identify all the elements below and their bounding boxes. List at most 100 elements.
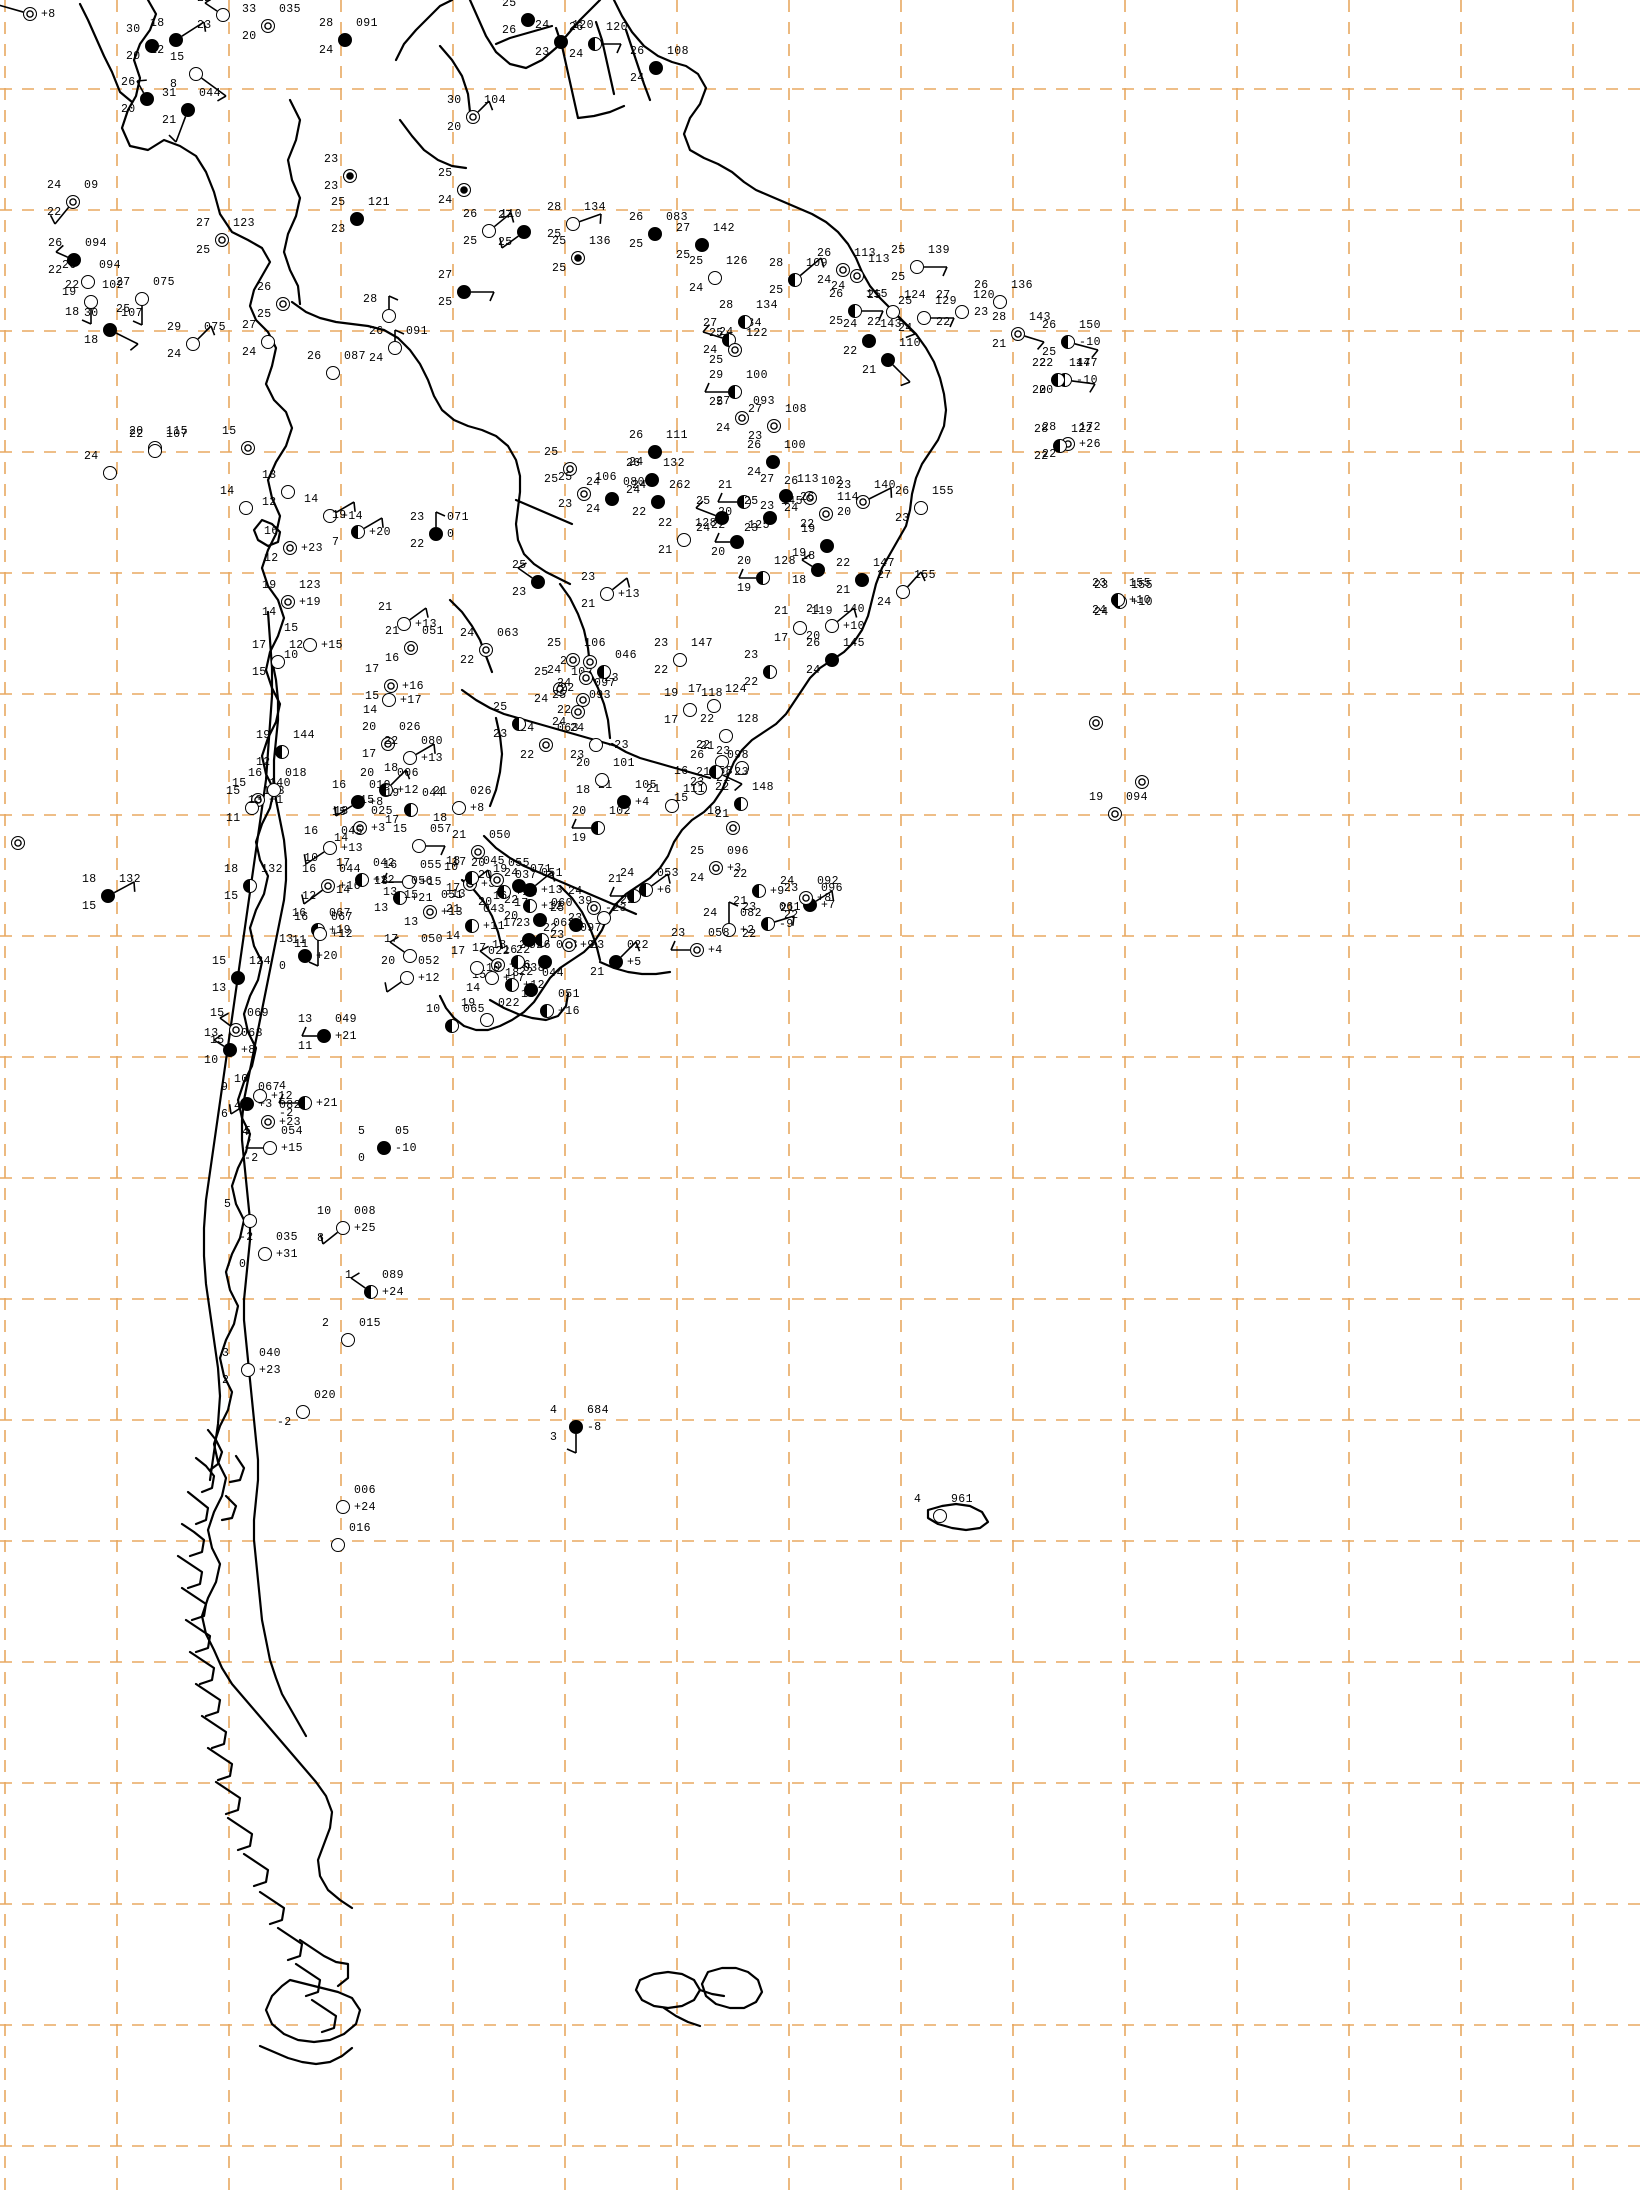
dewpoint-value: 24 <box>689 282 704 295</box>
temperature-value: 17 <box>384 933 399 946</box>
temperature-value: -2 <box>239 1231 254 1244</box>
cloud-cover-symbol <box>23 7 37 21</box>
cloud-cover-symbol <box>803 491 817 505</box>
pressure-tendency-value: +21 <box>316 1097 338 1110</box>
pressure-value: 051 <box>541 867 563 880</box>
wind-barb <box>1024 335 1045 350</box>
cloud-cover-symbol <box>587 901 601 915</box>
pressure-value: 134 <box>756 299 778 312</box>
cloud-cover-symbol <box>135 292 149 306</box>
cloud-cover-symbol <box>381 737 395 751</box>
dewpoint-value: 22 <box>560 682 575 695</box>
cloud-cover-symbol <box>600 587 614 601</box>
cloud-cover-symbol <box>245 801 259 815</box>
pressure-tendency-value: +12 <box>418 972 440 985</box>
cloud-cover-symbol <box>734 797 748 811</box>
pressure-tendency-value: +24 <box>354 1501 376 1514</box>
cloud-cover-symbol <box>566 653 580 667</box>
dewpoint-value: 21 <box>716 772 731 785</box>
cloud-cover-symbol <box>512 717 526 731</box>
dewpoint-value: 22 <box>867 316 882 329</box>
cloud-cover-symbol <box>569 1420 583 1434</box>
pressure-value: 069 <box>247 1007 269 1020</box>
dewpoint-value: 23 <box>895 512 910 525</box>
temperature-value: 39 <box>578 895 593 908</box>
temperature-value: 29 <box>709 369 724 382</box>
wind-barb <box>499 235 519 249</box>
pressure-value: 106 <box>584 637 606 650</box>
pressure-value: 052 <box>418 955 440 968</box>
temperature-value: 24 <box>843 318 858 331</box>
wind-barb <box>132 306 143 326</box>
cloud-cover-symbol <box>588 37 602 51</box>
cloud-cover-symbol <box>341 1333 355 1347</box>
dewpoint-value: 20 <box>711 546 726 559</box>
temperature-value: 24 <box>568 885 583 898</box>
temperature-value: 23 <box>410 511 425 524</box>
temperature-value: 26 <box>1042 319 1057 332</box>
pressure-value: 057 <box>430 823 452 836</box>
wind-barb <box>695 500 716 517</box>
temperature-value: 17 <box>688 683 703 696</box>
pressure-value: 155 <box>1129 577 1151 590</box>
cloud-cover-symbol <box>186 337 200 351</box>
pressure-value: 100 <box>746 369 768 382</box>
pressure-value: 113 <box>868 253 890 266</box>
dewpoint-value: 23 <box>535 46 550 59</box>
temperature-value: 26 <box>62 259 77 272</box>
pressure-value: 123 <box>299 579 321 592</box>
dewpoint-value: 8 <box>170 78 178 91</box>
dewpoint-value: 4 <box>242 1126 250 1139</box>
cloud-cover-symbol <box>715 511 729 525</box>
dewpoint-value: 25 <box>552 262 567 275</box>
pressure-value: 022 <box>627 939 649 952</box>
temperature-value: 24 <box>703 907 718 920</box>
pressure-tendency-value: +12 <box>541 900 563 913</box>
cloud-cover-symbol <box>466 110 480 124</box>
dewpoint-value: 24 <box>703 344 718 357</box>
pressure-value: 110 <box>899 337 921 350</box>
pressure-value: 262 <box>669 479 691 492</box>
pressure-tendency-value: +8 <box>470 802 485 815</box>
dewpoint-value: 24 <box>167 348 182 361</box>
cloud-cover-symbol <box>763 665 777 679</box>
cloud-cover-symbol <box>811 563 825 577</box>
pressure-value: 071 <box>530 863 552 876</box>
pressure-tendency-value: +20 <box>316 950 338 963</box>
wind-barb <box>55 244 68 258</box>
temperature-value: 29 <box>167 321 182 334</box>
temperature-value: 19 <box>332 509 347 522</box>
temperature-value: 17 <box>514 897 529 910</box>
patagonia-fjords <box>176 1428 338 2034</box>
temperature-value: 5 <box>358 1125 366 1138</box>
dewpoint-value: 15 <box>332 806 347 819</box>
cloud-cover-symbol <box>403 949 417 963</box>
cloud-cover-symbol <box>465 871 479 885</box>
cloud-cover-symbol <box>577 487 591 501</box>
wind-barb <box>308 937 319 967</box>
pressure-value: 124 <box>249 955 271 968</box>
wind-barb <box>868 487 893 500</box>
pressure-value: 061 <box>779 901 801 914</box>
pressure-value: 063 <box>557 722 579 735</box>
temperature-value: 27 <box>498 209 513 222</box>
pressure-tendency-value: +17 <box>400 694 422 707</box>
dewpoint-value: 22 <box>620 894 635 907</box>
cloud-cover-symbol <box>276 297 290 311</box>
wind-barb <box>219 1012 231 1027</box>
cloud-cover-symbol <box>569 918 583 932</box>
pressure-value: 120 <box>572 19 594 32</box>
wind-barb <box>722 774 743 792</box>
pressure-value: 096 <box>821 882 843 895</box>
temperature-value: 24 <box>47 179 62 192</box>
cloud-cover-symbol <box>767 419 781 433</box>
pressure-value: 102 <box>609 805 631 818</box>
pressure-tendency-value: +26 <box>1079 438 1101 451</box>
dewpoint-value: 24 <box>626 484 641 497</box>
dewpoint-value: 24 <box>242 346 257 359</box>
dewpoint-value: 24 <box>784 502 799 515</box>
dewpoint-value: 22 <box>460 654 475 667</box>
wind-barb <box>0 4 24 13</box>
cloud-cover-symbol <box>239 501 253 515</box>
pressure-value: 083 <box>666 211 688 224</box>
